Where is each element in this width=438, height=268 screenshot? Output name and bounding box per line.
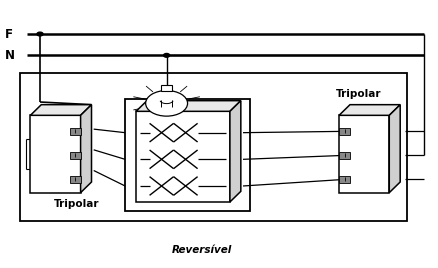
Circle shape: [146, 91, 187, 116]
Polygon shape: [81, 105, 92, 193]
Polygon shape: [389, 105, 400, 193]
Bar: [339, 176, 350, 183]
Circle shape: [163, 54, 170, 57]
Text: N: N: [5, 49, 15, 62]
Bar: [339, 128, 350, 135]
Bar: [161, 85, 172, 91]
Circle shape: [37, 32, 43, 36]
Bar: [136, 111, 230, 202]
Polygon shape: [230, 101, 241, 202]
Bar: [70, 128, 81, 135]
Bar: [20, 73, 407, 221]
Polygon shape: [136, 101, 241, 111]
Polygon shape: [339, 105, 400, 115]
Bar: [125, 99, 250, 211]
Text: Reversível: Reversível: [171, 245, 232, 255]
Bar: [70, 176, 81, 183]
Polygon shape: [30, 105, 92, 115]
Text: Tripolar: Tripolar: [336, 89, 381, 99]
Bar: [339, 152, 350, 159]
Bar: [339, 115, 389, 193]
Bar: [70, 152, 81, 159]
Text: F: F: [5, 28, 13, 40]
Text: Tripolar: Tripolar: [54, 199, 100, 209]
Bar: [30, 115, 81, 193]
